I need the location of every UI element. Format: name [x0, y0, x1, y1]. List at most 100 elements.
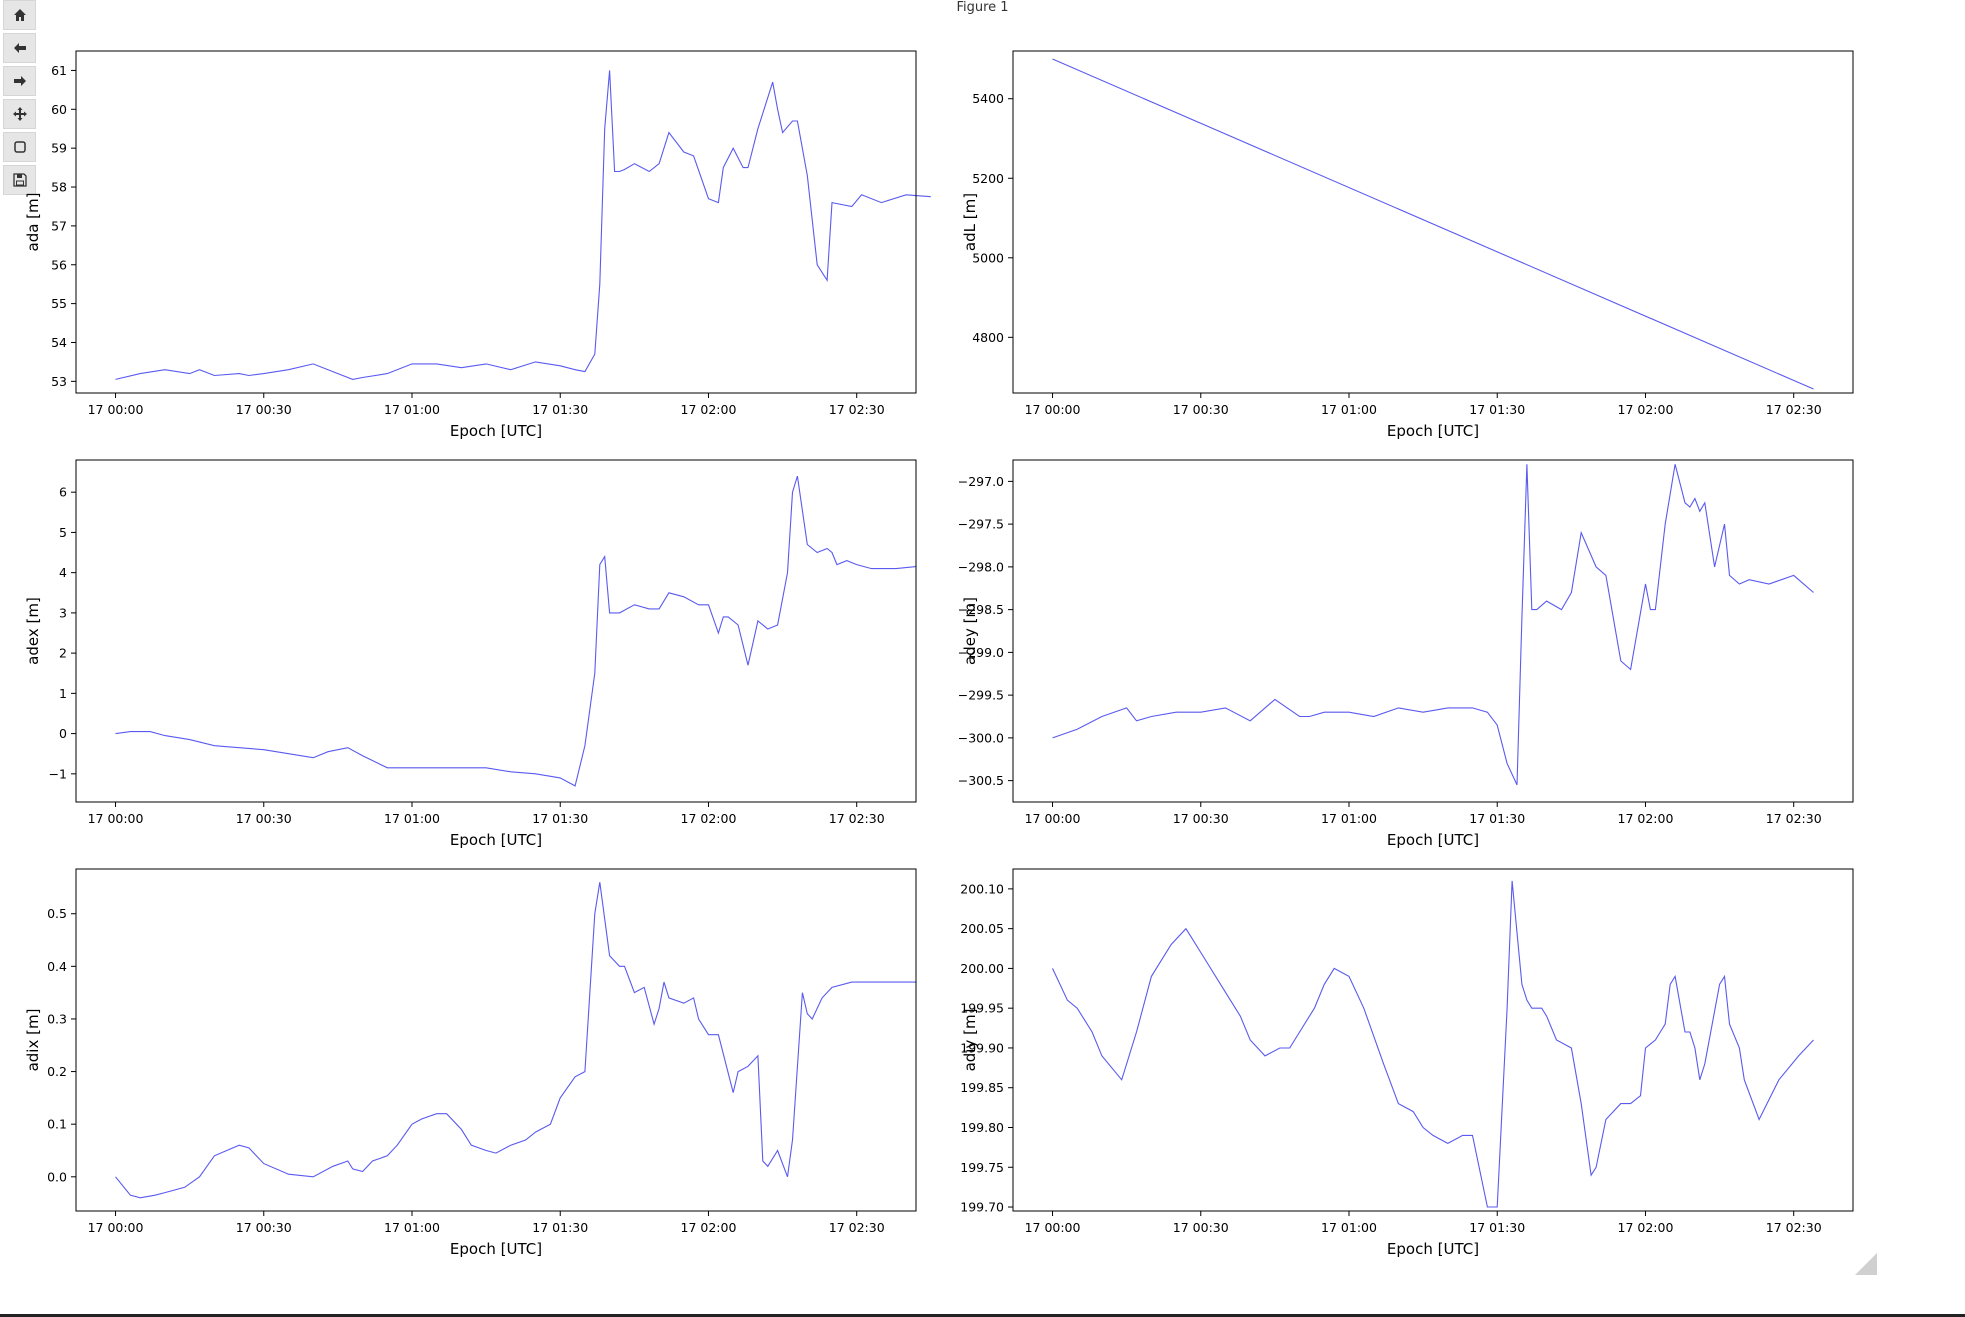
resize-grip-icon[interactable]: [1855, 1253, 1877, 1275]
x-tick-label: 17 01:00: [1321, 1220, 1377, 1235]
x-tick-label: 17 00:00: [1025, 402, 1081, 417]
y-tick-label: 0.2: [47, 1064, 67, 1079]
y-tick-label: −1: [49, 766, 67, 781]
x-tick-label: 17 02:00: [1618, 811, 1674, 826]
arrow-left-icon: [13, 43, 26, 53]
zoom-button[interactable]: [3, 132, 36, 162]
y-tick-label: 199.90: [960, 1040, 1004, 1055]
y-axis-label: adiy [m]: [961, 1009, 979, 1072]
x-tick-label: 17 02:30: [1766, 1220, 1822, 1235]
axes-frame: [75, 50, 917, 394]
y-axis-label: adey [m]: [961, 597, 979, 665]
x-tick-label: 17 01:30: [532, 402, 588, 417]
x-tick-label: 17 00:30: [236, 402, 292, 417]
x-tick-label: 17 00:30: [1173, 1220, 1229, 1235]
series-line-4-1: [1052, 464, 1814, 786]
series-line-3-1: [115, 475, 917, 787]
y-tick-label: 199.75: [960, 1160, 1004, 1175]
series-line-2-1: [1052, 58, 1814, 390]
y-tick-label: 0.1: [47, 1117, 67, 1132]
y-tick-label: 2: [59, 646, 67, 661]
y-tick-label: −300.5: [958, 773, 1004, 788]
y-tick-label: 5400: [972, 91, 1004, 106]
x-tick-label: 17 00:30: [236, 1220, 292, 1235]
y-tick-label: 0.0: [47, 1169, 67, 1184]
series-line-6-1: [1052, 880, 1814, 1208]
y-tick-label: −299.0: [958, 645, 1004, 660]
y-tick-label: 5000: [972, 250, 1004, 265]
x-tick-label: 17 02:00: [681, 402, 737, 417]
y-tick-label: 59: [51, 141, 67, 156]
subplot-2: 17 00:00 17 00:30 17 01:00 17 01:30 17 02:00…: [961, 50, 1854, 440]
axes-frame: [75, 868, 917, 1212]
y-tick-label: 0.3: [47, 1011, 67, 1026]
home-button[interactable]: [3, 0, 36, 30]
y-tick-label: 4: [59, 565, 67, 580]
series-line-5-1: [115, 882, 916, 1199]
y-tick-label: 200.10: [960, 881, 1004, 896]
series-line-1-1: [115, 70, 931, 380]
forward-button[interactable]: [3, 66, 36, 96]
x-tick-label: 17 02:30: [829, 811, 885, 826]
x-tick-label: 17 01:00: [1321, 811, 1377, 826]
x-tick-label: 17 02:00: [1618, 402, 1674, 417]
x-tick-label: 17 00:30: [1173, 402, 1229, 417]
x-axis-label: Epoch [UTC]: [450, 422, 542, 440]
move-icon: [12, 107, 27, 121]
x-tick-label: 17 00:00: [88, 811, 144, 826]
y-tick-label: 56: [51, 257, 67, 272]
x-tick-label: 17 02:00: [681, 1220, 737, 1235]
axes-frame: [1012, 868, 1854, 1212]
axes-frame: [1012, 50, 1854, 394]
y-tick-label: −297.5: [958, 517, 1004, 532]
x-axis-label: Epoch [UTC]: [450, 1240, 542, 1258]
x-tick-label: 17 00:00: [1025, 1220, 1081, 1235]
y-axis-label: adix [m]: [24, 1009, 42, 1072]
y-tick-label: 199.85: [960, 1080, 1004, 1095]
x-tick-label: 17 01:00: [384, 811, 440, 826]
y-tick-label: 54: [51, 335, 67, 350]
y-tick-label: 5: [59, 525, 67, 540]
x-tick-label: 17 02:30: [829, 402, 885, 417]
y-tick-label: −297.0: [958, 474, 1004, 489]
x-tick-label: 17 01:30: [1469, 811, 1525, 826]
y-tick-label: −300.0: [958, 730, 1004, 745]
subplot-5: 17 00:00 17 00:30 17 01:00 17 01:30 17 02:00…: [24, 868, 917, 1258]
subplot-6: 17 00:00 17 00:30 17 01:00 17 01:30 17 02:00…: [960, 868, 1854, 1258]
y-tick-label: 200.05: [960, 921, 1004, 936]
save-button[interactable]: [3, 165, 36, 195]
x-tick-label: 17 00:00: [1025, 811, 1081, 826]
x-tick-label: 17 01:30: [532, 1220, 588, 1235]
y-tick-label: 1: [59, 686, 67, 701]
x-axis-label: Epoch [UTC]: [1387, 422, 1479, 440]
zoom-rect-icon: [13, 141, 26, 153]
save-icon: [12, 173, 27, 187]
x-tick-label: 17 01:30: [1469, 1220, 1525, 1235]
y-tick-label: 58: [51, 180, 67, 195]
subplot-3: 17 00:00 17 00:30 17 01:00 17 01:30 17 02:00…: [24, 459, 917, 849]
axes-frame: [75, 459, 917, 803]
figure-title: Figure 1: [956, 0, 1009, 15]
y-tick-label: 200.00: [960, 961, 1004, 976]
x-tick-label: 17 00:30: [1173, 811, 1229, 826]
back-button[interactable]: [3, 33, 36, 63]
y-axis-label: adL [m]: [961, 193, 979, 251]
y-tick-label: 0: [59, 726, 67, 741]
y-tick-label: 5200: [972, 171, 1004, 186]
y-tick-label: 55: [51, 296, 67, 311]
x-tick-label: 17 02:00: [681, 811, 737, 826]
x-tick-label: 17 01:30: [1469, 402, 1525, 417]
x-tick-label: 17 02:00: [1618, 1220, 1674, 1235]
arrow-right-icon: [13, 76, 26, 86]
home-icon: [13, 9, 26, 21]
x-tick-label: 17 01:00: [1321, 402, 1377, 417]
x-tick-label: 17 01:00: [384, 402, 440, 417]
x-axis-label: Epoch [UTC]: [1387, 831, 1479, 849]
y-tick-label: 6: [59, 485, 67, 500]
y-tick-label: 53: [51, 374, 67, 389]
y-tick-label: 199.70: [960, 1200, 1004, 1215]
y-tick-label: 57: [51, 218, 67, 233]
pan-button[interactable]: [3, 99, 36, 129]
y-tick-label: −299.5: [958, 688, 1004, 703]
